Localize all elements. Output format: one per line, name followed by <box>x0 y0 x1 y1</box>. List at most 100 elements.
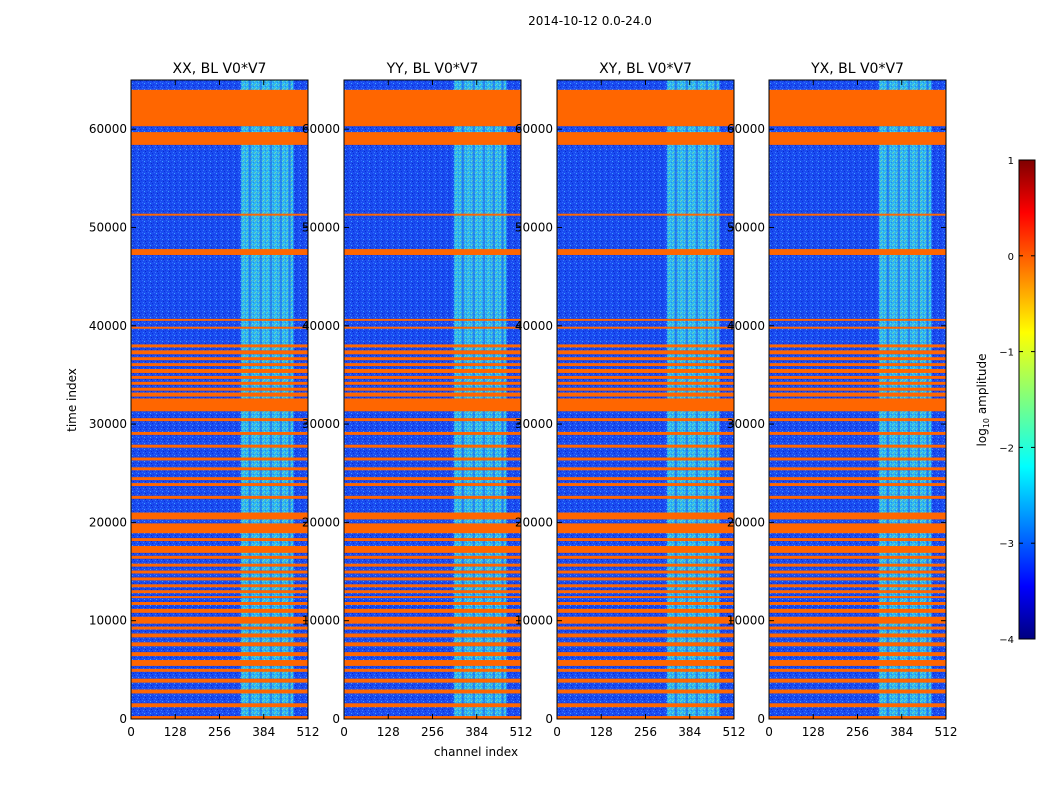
y-tick-label: 30000 <box>302 417 340 431</box>
flag-band-45 <box>769 213 946 216</box>
flag-band-5 <box>131 660 308 666</box>
flag-band-3 <box>557 678 734 683</box>
colorbar-tick-label: −3 <box>999 539 1014 550</box>
x-tick-label: 512 <box>297 725 320 739</box>
flag-band-5 <box>557 660 734 666</box>
flag-band-47 <box>769 89 946 127</box>
flag-band-33 <box>131 392 308 397</box>
flag-band-7 <box>769 642 946 647</box>
flag-band-3 <box>344 678 521 683</box>
flag-band-8 <box>769 633 946 638</box>
panel-title: XX, BL V0*V7 <box>173 61 267 77</box>
y-tick-label: 50000 <box>89 220 127 234</box>
y-tick-label: 60000 <box>727 122 765 136</box>
flag-band-24 <box>769 495 946 499</box>
flag-band-8 <box>344 633 521 638</box>
flag-band-25 <box>769 483 946 487</box>
flag-band-22 <box>131 523 308 534</box>
flag-band-31 <box>769 418 946 422</box>
flag-band-35 <box>769 381 946 385</box>
flag-band-12 <box>344 602 521 605</box>
x-tick-label: 0 <box>553 725 561 739</box>
flag-band-25 <box>557 483 734 487</box>
flag-band-41 <box>131 344 308 348</box>
flag-band-13 <box>769 596 946 599</box>
x-tick-label: 384 <box>678 725 701 739</box>
flag-band-29 <box>131 444 308 448</box>
colorbar-label: log10 amplitude <box>975 354 991 447</box>
flag-band-7 <box>557 642 734 647</box>
flag-band-14 <box>769 590 946 594</box>
y-tick-label: 10000 <box>89 614 127 628</box>
flag-band-14 <box>557 590 734 594</box>
flag-band-43 <box>557 318 734 321</box>
flag-band-35 <box>344 381 521 385</box>
flag-band-14 <box>344 590 521 594</box>
x-tick-label: 512 <box>510 725 533 739</box>
flag-band-32 <box>131 398 308 412</box>
flag-band-46 <box>769 132 946 145</box>
flag-band-37 <box>769 369 946 373</box>
flag-band-15 <box>557 584 734 588</box>
flag-band-20 <box>769 545 946 553</box>
flag-band-46 <box>131 132 308 145</box>
flag-band-34 <box>769 387 946 391</box>
flag-band-27 <box>344 467 521 471</box>
flag-band-2 <box>557 689 734 694</box>
flag-band-21 <box>131 538 308 542</box>
flag-band-9 <box>344 626 521 630</box>
flag-band-38 <box>344 363 521 367</box>
flag-band-2 <box>344 689 521 694</box>
colorbar-tick-label: −1 <box>999 348 1014 359</box>
flag-band-39 <box>769 357 946 361</box>
flag-band-6 <box>769 652 946 657</box>
flag-band-41 <box>769 344 946 348</box>
flag-band-29 <box>769 444 946 448</box>
y-tick-label: 60000 <box>302 122 340 136</box>
flag-band-39 <box>344 357 521 361</box>
flag-band-40 <box>769 350 946 355</box>
flag-band-16 <box>769 577 946 581</box>
colorbar-tick-label: −2 <box>999 443 1014 454</box>
flag-band-40 <box>344 350 521 355</box>
flag-band-5 <box>344 660 521 666</box>
flag-band-15 <box>344 584 521 588</box>
panel-2: XY, BL V0*V7 0 128 256 384 512 0 10000 20000 3000… <box>515 61 746 739</box>
flag-band-44 <box>769 249 946 255</box>
colorbar-gradient <box>1018 159 1036 640</box>
flag-band-38 <box>769 363 946 367</box>
y-tick-label: 0 <box>757 712 765 726</box>
flag-band-32 <box>557 398 734 412</box>
panel-3: YX, BL V0*V7 0 128 256 384 512 0 10000 20000 3000… <box>727 61 958 739</box>
flag-band-30 <box>344 431 521 435</box>
flag-band-3 <box>131 678 308 683</box>
flag-band-23 <box>344 512 521 520</box>
y-tick-label: 50000 <box>302 220 340 234</box>
flag-band-22 <box>557 523 734 534</box>
flag-band-13 <box>557 596 734 599</box>
flag-band-22 <box>344 523 521 534</box>
flag-band-23 <box>131 512 308 520</box>
flag-band-45 <box>557 213 734 216</box>
flag-band-44 <box>557 249 734 255</box>
flag-band-18 <box>557 563 734 567</box>
flag-band-28 <box>557 457 734 461</box>
flag-band-32 <box>344 398 521 412</box>
flag-band-11 <box>557 608 734 613</box>
colorbar-tick-label: 0 <box>1008 252 1014 263</box>
flag-band-45 <box>344 213 521 216</box>
flag-band-13 <box>131 596 308 599</box>
y-tick-label: 10000 <box>727 614 765 628</box>
flag-band-33 <box>344 392 521 397</box>
flag-band-16 <box>344 577 521 581</box>
flag-band-37 <box>131 369 308 373</box>
x-tick-label: 0 <box>765 725 773 739</box>
y-tick-label: 10000 <box>302 614 340 628</box>
flag-band-21 <box>344 538 521 542</box>
x-tick-label: 384 <box>252 725 275 739</box>
flag-band-11 <box>344 608 521 613</box>
flag-band-47 <box>344 89 521 127</box>
flag-band-4 <box>557 668 734 672</box>
flag-band-29 <box>344 444 521 448</box>
